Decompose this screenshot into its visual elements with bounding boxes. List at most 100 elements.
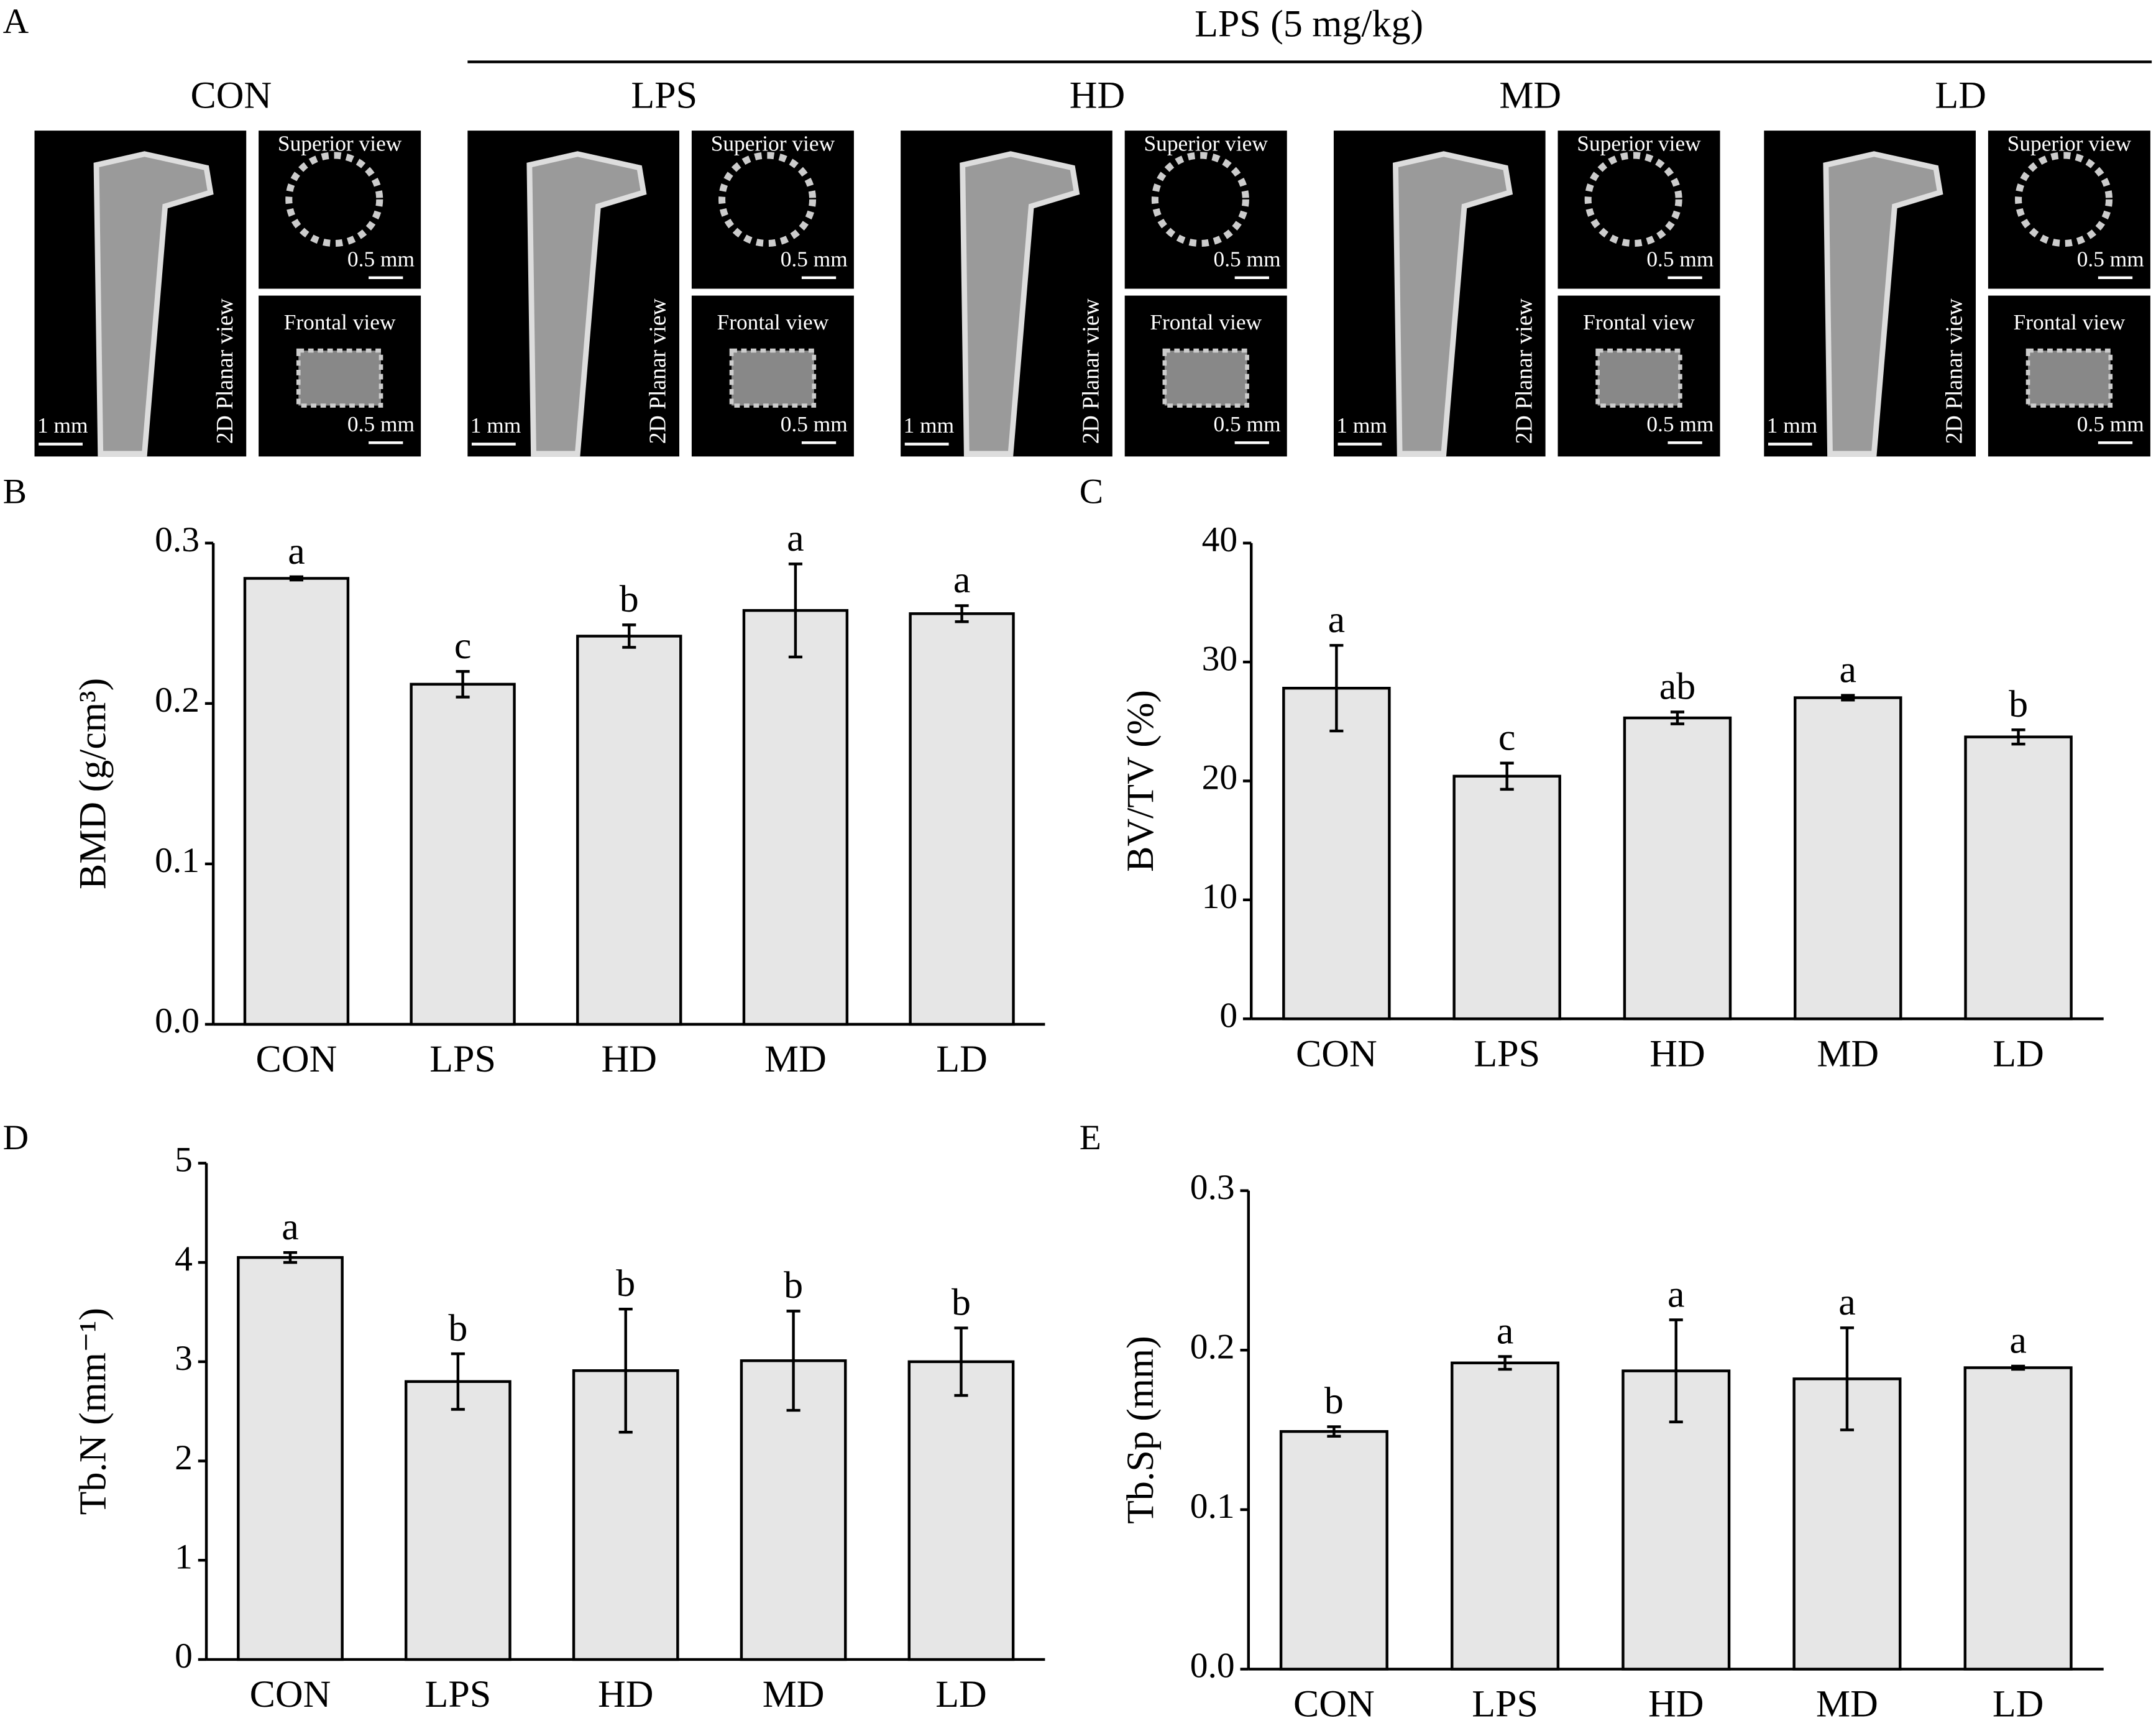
superior-view-label: Superior view (278, 131, 402, 156)
superior-view-label: Superior view (711, 131, 835, 156)
error-bar (1841, 694, 1855, 702)
superior-view-label: Superior view (1144, 131, 1268, 156)
error-bar (456, 670, 470, 699)
error-bar (955, 604, 969, 623)
scale-label: 1 mm (1767, 413, 1818, 438)
significance-label: a (953, 559, 970, 601)
planar-view-label: 2D Planar view (645, 298, 671, 444)
error-bar (618, 1307, 633, 1434)
trabecular (1584, 152, 1682, 247)
y-tick-label: 0.3 (155, 520, 200, 559)
significance-label: a (1667, 1273, 1684, 1315)
panel-label: C (1080, 472, 1103, 512)
scale-label: 0.5 mm (1214, 246, 1281, 271)
panel-label: B (3, 472, 27, 512)
group-label: HD (1070, 74, 1125, 116)
planar-view-label: 2D Planar view (1078, 298, 1104, 444)
x-tick-label: LPS (1472, 1683, 1538, 1725)
bar (1452, 774, 1561, 1021)
bar (742, 608, 849, 1026)
frontal-view-label: Frontal view (717, 310, 829, 334)
y-tick-label: 20 (1202, 758, 1238, 797)
panel-label: E (1080, 1118, 1101, 1157)
bar (243, 577, 350, 1026)
x-tick-label: LD (936, 1038, 988, 1080)
bone (93, 151, 214, 457)
bone (1823, 151, 1943, 457)
trabecular (1151, 152, 1249, 247)
x-tick-label: LD (935, 1673, 987, 1715)
planar-view-label: 2D Planar view (1511, 298, 1537, 444)
planar-view-label: 2D Planar view (212, 298, 238, 444)
bar (1964, 735, 2073, 1021)
superior-view-label: Superior view (1577, 131, 1701, 156)
x-tick-label: MD (1817, 1032, 1879, 1075)
y-tick-label: 30 (1202, 639, 1238, 678)
error-bar (1669, 1318, 1683, 1423)
x-tick-label: HD (1649, 1032, 1705, 1075)
y-tick-label: 0.0 (155, 1001, 200, 1040)
x-tick-label: LD (1993, 1683, 2044, 1725)
bar (1279, 1430, 1388, 1671)
y-tick-label: 10 (1202, 877, 1238, 916)
bar (404, 1380, 511, 1661)
trabecular (285, 152, 383, 247)
y-tick-label: 0 (1219, 996, 1237, 1035)
planar-view-label: 2D Planar view (1942, 298, 1968, 444)
scale-label: 0.5 mm (347, 246, 415, 271)
error-bar (1500, 761, 1514, 791)
y-axis-label: Tb.N (mm⁻¹) (71, 1308, 114, 1515)
x-tick-label: HD (1648, 1683, 1704, 1725)
x-tick-label: MD (1816, 1683, 1878, 1725)
significance-label: b (784, 1264, 803, 1306)
trabecular (2015, 152, 2113, 247)
y-tick-label: 0 (175, 1637, 193, 1676)
scale-label: 0.5 mm (347, 411, 415, 436)
bone (1393, 151, 1513, 457)
y-tick-label: 0.1 (1190, 1487, 1235, 1526)
error-bar (1498, 1355, 1512, 1371)
significance-label: b (1324, 1380, 1344, 1422)
error-bar (1329, 644, 1344, 733)
x-tick-label: MD (763, 1673, 825, 1715)
error-bar (1670, 710, 1685, 725)
panel-label: D (3, 1118, 29, 1157)
y-tick-label: 0.2 (1190, 1327, 1235, 1366)
bar (1451, 1361, 1560, 1671)
significance-label: a (1328, 599, 1345, 641)
scale-label: 0.5 mm (2077, 246, 2144, 271)
bar (909, 612, 1015, 1026)
bar (410, 682, 516, 1026)
scale-label: 0.5 mm (1214, 411, 1281, 436)
x-tick-label: HD (598, 1673, 653, 1715)
superior-view-label: Superior view (2007, 131, 2132, 156)
scale-label: 0.5 mm (1646, 246, 1713, 271)
y-axis-label: BV/TV (%) (1119, 690, 1162, 872)
y-tick-label: 0.1 (155, 841, 200, 880)
scale-label: 1 mm (470, 413, 521, 438)
error-bar (283, 1251, 298, 1264)
x-tick-label: MD (764, 1038, 827, 1080)
x-tick-label: LPS (1474, 1032, 1540, 1075)
significance-label: b (620, 578, 639, 620)
significance-label: ab (1659, 665, 1695, 707)
error-bar (451, 1352, 465, 1411)
treatment-label: LPS (5 mg/kg) (1195, 2, 1423, 45)
frontal-view-label: Frontal view (1583, 310, 1695, 334)
panel-label: A (3, 2, 29, 41)
frontal-view-label: Frontal view (284, 310, 396, 334)
bar (576, 635, 682, 1026)
scale-label: 1 mm (904, 413, 955, 438)
group-label: LPS (631, 74, 697, 116)
y-axis-label: Tb.Sp (mm) (1119, 1336, 1162, 1524)
trabecular (1595, 348, 1682, 408)
trabecular (2025, 348, 2113, 408)
x-tick-label: HD (602, 1038, 657, 1080)
x-tick-label: LPS (429, 1038, 496, 1080)
error-bar (1840, 1326, 1854, 1431)
x-tick-label: CON (1296, 1032, 1377, 1075)
y-tick-label: 2 (175, 1438, 193, 1477)
x-tick-label: CON (1293, 1683, 1375, 1725)
significance-label: a (1497, 1310, 1513, 1352)
